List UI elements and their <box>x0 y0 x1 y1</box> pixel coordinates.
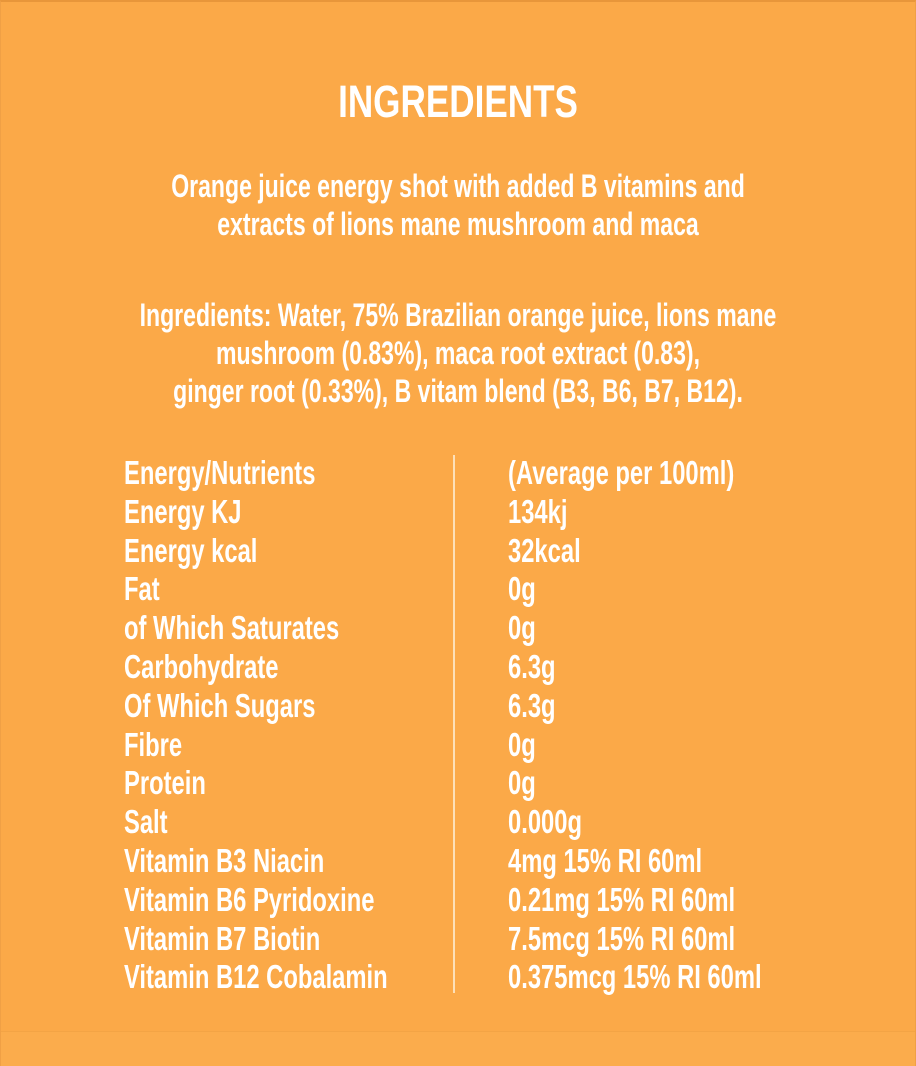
nutrient-header: Energy/Nutrients <box>124 454 316 491</box>
table-row: of Which Saturates 0g <box>1 609 915 648</box>
nutrient-value: 32kcal <box>508 531 581 569</box>
nutrient-value: 4mg 15% RI 60ml <box>508 841 703 879</box>
table-row: Vitamin B7 Biotin 7.5mcg 15% RI 60ml <box>1 920 915 959</box>
table-row: Vitamin B6 Pyridoxine 0.21mg 15% RI 60ml <box>1 881 915 920</box>
ingredients-line: ginger root (0.33%), B vitam blend (B3, … <box>173 373 743 409</box>
nutrient-value: 0g <box>508 609 536 647</box>
nutrient-name: Fat <box>124 570 160 608</box>
nutrient-name: Vitamin B3 Niacin <box>124 841 325 879</box>
nutrient-value: 0g <box>508 570 536 608</box>
ingredients-list: Ingredients: Water, 75% Brazilian orange… <box>1 296 915 410</box>
table-row: Vitamin B3 Niacin 4mg 15% RI 60ml <box>1 842 915 881</box>
nutrient-value: 0.000g <box>508 803 582 841</box>
table-row: Vitamin B12 Cobalamin 0.375mcg 15% RI 60… <box>1 958 915 997</box>
nutrient-value: 134kj <box>508 492 568 530</box>
nutrient-value: 0.375mcg 15% RI 60ml <box>508 958 762 996</box>
nutrient-name: Vitamin B6 Pyridoxine <box>124 880 375 918</box>
column-divider <box>453 455 455 993</box>
description-line: extracts of lions mane mushroom and maca <box>217 206 699 242</box>
page-title: INGREDIENTS <box>338 76 578 127</box>
bottom-band <box>1 1031 915 1066</box>
nutrient-value: 0g <box>508 764 536 802</box>
nutrient-name: Carbohydrate <box>124 647 279 685</box>
product-description: Orange juice energy shot with added B vi… <box>1 167 915 243</box>
table-row: Protein 0g <box>1 764 915 803</box>
nutrient-name: Energy kcal <box>124 531 258 569</box>
table-row: Energy kcal 32kcal <box>1 532 915 571</box>
nutrient-name: of Which Saturates <box>124 609 340 647</box>
table-row: Salt 0.000g <box>1 803 915 842</box>
nutrition-header-row: Energy/Nutrients (Average per 100ml) <box>1 454 915 493</box>
ingredients-line: mushroom (0.83%), maca root extract (0.8… <box>216 335 700 371</box>
table-row: Carbohydrate 6.3g <box>1 648 915 687</box>
nutrient-value: 0.21mg 15% RI 60ml <box>508 880 736 918</box>
nutrient-value: 6.3g <box>508 647 556 685</box>
nutrient-value: 6.3g <box>508 686 556 724</box>
value-header: (Average per 100ml) <box>508 454 735 491</box>
nutrient-name: Of Which Sugars <box>124 686 316 724</box>
nutrient-value: 7.5mcg 15% RI 60ml <box>508 919 736 957</box>
nutrient-name: Energy KJ <box>124 492 242 530</box>
nutrient-name: Protein <box>124 764 206 802</box>
table-row: Energy KJ 134kj <box>1 493 915 532</box>
nutrient-name: Vitamin B12 Cobalamin <box>124 958 388 996</box>
nutrient-name: Fibre <box>124 725 183 763</box>
nutrient-name: Vitamin B7 Biotin <box>124 919 321 957</box>
nutrition-table: Energy/Nutrients (Average per 100ml) Ene… <box>1 454 915 997</box>
table-row: Fat 0g <box>1 570 915 609</box>
description-line: Orange juice energy shot with added B vi… <box>171 168 745 204</box>
table-row: Fibre 0g <box>1 726 915 765</box>
table-row: Of Which Sugars 6.3g <box>1 687 915 726</box>
ingredients-line: Ingredients: Water, 75% Brazilian orange… <box>139 297 777 333</box>
nutrient-name: Salt <box>124 803 168 841</box>
nutrient-value: 0g <box>508 725 536 763</box>
